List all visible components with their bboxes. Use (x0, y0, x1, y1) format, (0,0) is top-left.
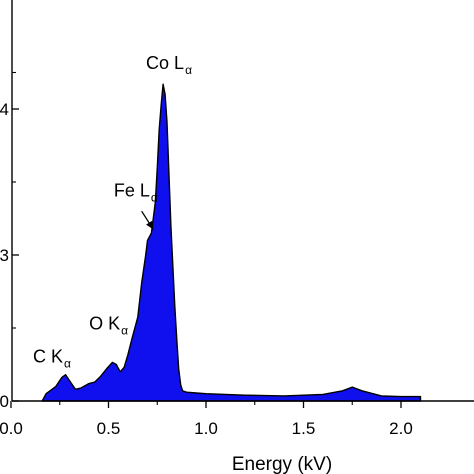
peak-label-text: O K (89, 313, 120, 333)
annotation-arrow-head (146, 220, 154, 230)
peak-label-subscript: α (121, 323, 128, 337)
x-axis-ticks: 0.00.51.01.52.02 (0, 401, 413, 438)
peak-label-text: Co L (146, 53, 184, 73)
x-tick-label: 0.0 (0, 419, 23, 438)
peak-label-text: C K (33, 346, 63, 366)
y-tick-label: 3 (0, 246, 9, 265)
x-tick-label: 1.0 (194, 419, 218, 438)
x-tick-label: 1.5 (292, 419, 316, 438)
y-axis-ticks: 0 3 4 (0, 71, 19, 411)
y-tick-label: 0 (0, 392, 9, 411)
y-tick-label: 4 (0, 100, 9, 119)
x-axis-title: Energy (kV) (232, 454, 332, 474)
peak-label-subscript: α (151, 191, 158, 205)
spectrum-area (41, 83, 422, 402)
x-tick-label: 0.5 (97, 419, 121, 438)
plot-area (11, 0, 474, 402)
peak-label-text: Fe L (114, 181, 150, 201)
peak-label-subscript: α (64, 356, 71, 370)
peak-label-subscript: α (185, 63, 192, 77)
x-tick-label: 2.0 (389, 419, 413, 438)
